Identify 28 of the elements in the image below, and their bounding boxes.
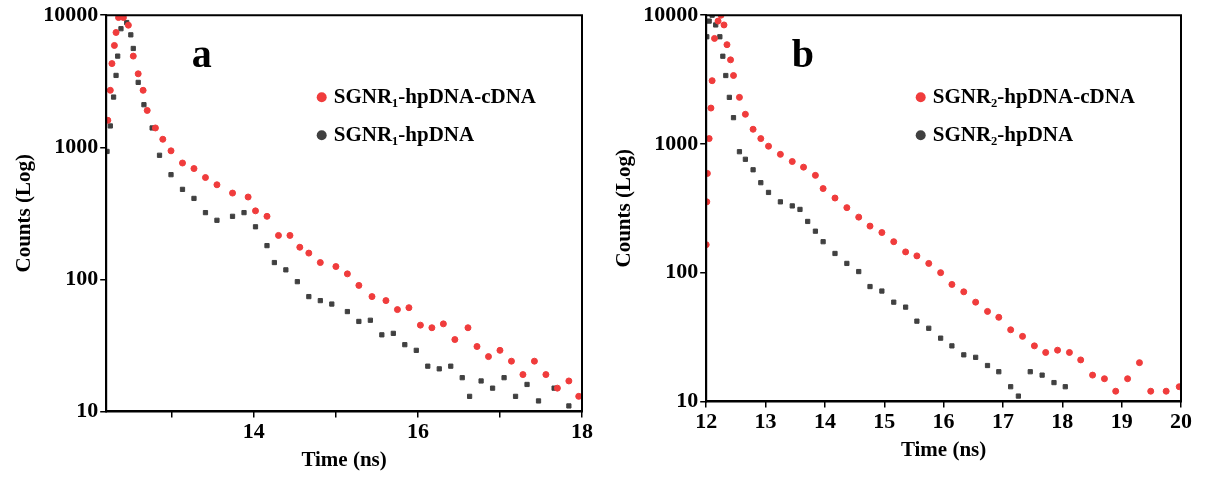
x-tick-label: 16 (406, 418, 429, 444)
y-tick-label: 10 (76, 397, 99, 423)
y-tick-label: 100 (65, 265, 99, 291)
x-tick-label: 19 (1110, 408, 1133, 434)
x-tick-label: 13 (754, 408, 777, 434)
x-tick-label: 18 (571, 418, 593, 444)
x-tick-label: 20 (1170, 408, 1192, 434)
x-tick-label: 14 (813, 408, 836, 434)
y-tick-label: 10000 (643, 0, 699, 26)
y-tick-label: 1000 (54, 132, 99, 158)
x-tick-label: 16 (932, 408, 955, 434)
x-axis-title: Time (ns) (900, 436, 987, 461)
x-tick-label: 15 (873, 408, 896, 434)
x-tick-label: 14 (242, 418, 265, 444)
legend-label: SGNR₂-hpDNA (932, 122, 1075, 147)
y-tick-label: 100 (665, 258, 699, 284)
x-tick-label: 18 (1051, 408, 1074, 434)
legend-label: SGNR₂-hpDNA-cDNA (932, 84, 1136, 109)
y-axis-title: Counts (Log) (11, 154, 36, 273)
legend-label: SGNR₁-hpDNA-cDNA (333, 84, 537, 109)
y-axis-title: Counts (Log) (611, 149, 636, 268)
legend-label: SGNR₁-hpDNA (333, 122, 476, 147)
x-tick-label: 17 (991, 408, 1014, 434)
annotation: a (191, 31, 212, 77)
y-tick-label: 10000 (43, 0, 99, 26)
y-tick-label: 1000 (654, 129, 699, 155)
annotation: b (791, 31, 814, 77)
x-axis-title: Time (ns) (301, 446, 387, 471)
